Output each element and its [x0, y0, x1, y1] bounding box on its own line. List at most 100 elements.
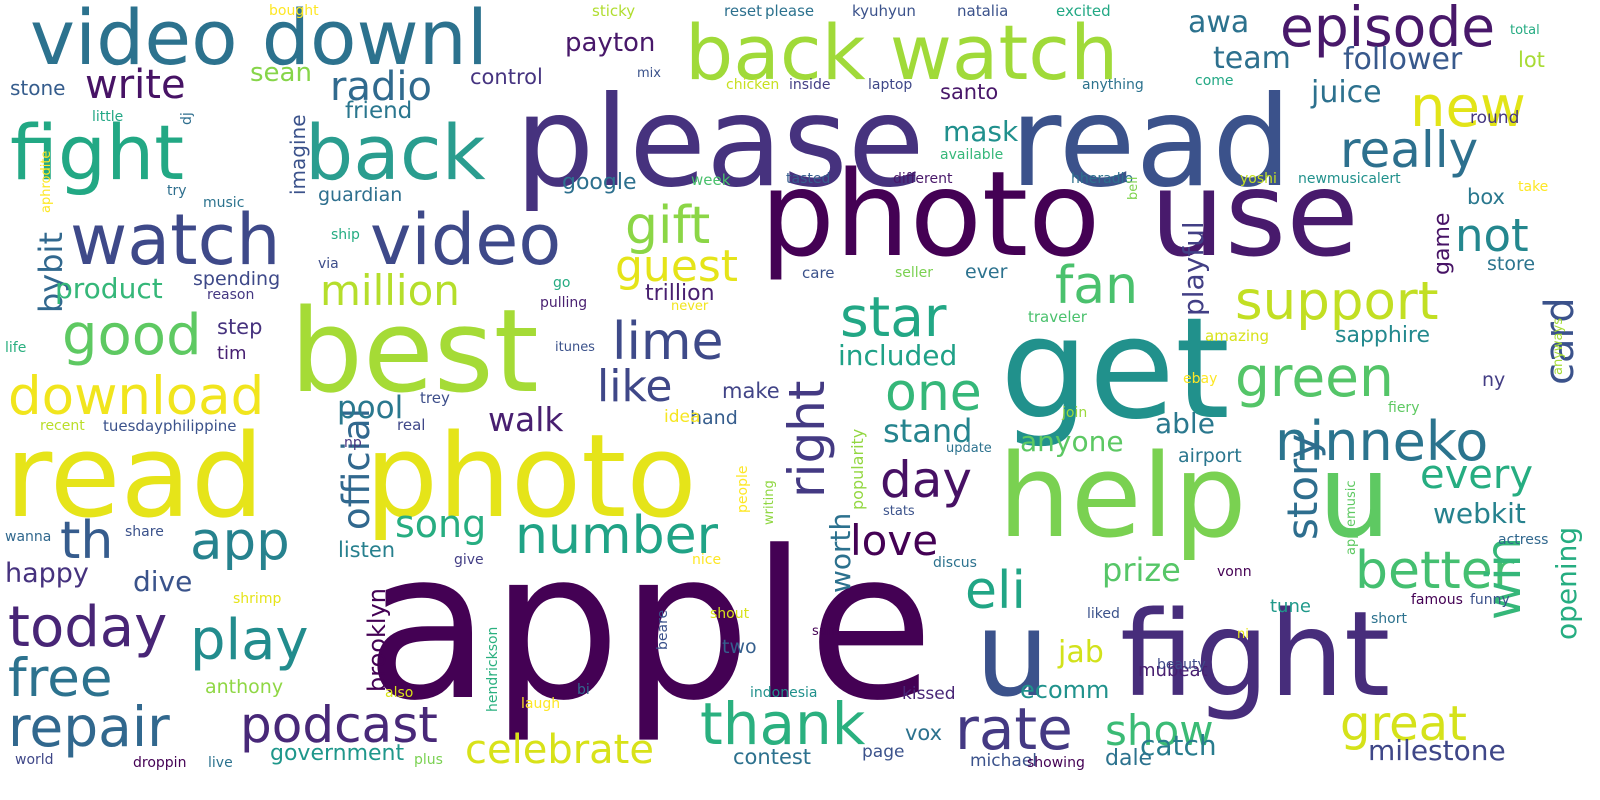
cloud-word: bi — [577, 682, 590, 698]
cloud-word: michael — [970, 751, 1038, 771]
cloud-word: amazing — [1205, 327, 1270, 345]
cloud-word: airport — [1178, 445, 1242, 467]
cloud-word: write — [85, 62, 186, 108]
cloud-word: apple — [365, 508, 934, 746]
cloud-word: reset — [724, 2, 762, 20]
cloud-word: store — [1487, 253, 1536, 275]
cloud-word: like — [597, 361, 673, 412]
cloud-word: music — [203, 195, 245, 211]
cloud-word: week — [691, 171, 731, 189]
cloud-word: dale — [1105, 746, 1153, 771]
cloud-word: team — [1213, 41, 1291, 76]
cloud-word: hheradio — [1071, 171, 1134, 187]
cloud-word: care — [802, 264, 835, 282]
cloud-word: live — [208, 755, 233, 771]
cloud-word: th — [60, 511, 114, 571]
cloud-word: awa — [1188, 5, 1250, 40]
cloud-word: stats — [883, 504, 915, 519]
cloud-word: traveler — [1028, 308, 1087, 326]
cloud-word: world — [15, 752, 54, 768]
cloud-word: nice — [692, 552, 722, 568]
cloud-word: jab — [1058, 635, 1104, 670]
cloud-word: reason — [207, 287, 255, 303]
cloud-word: go — [553, 275, 571, 291]
cloud-word: read — [1010, 70, 1292, 215]
cloud-word: dive — [133, 565, 193, 598]
cloud-word: tasted — [786, 171, 831, 187]
cloud-word: sticky — [592, 2, 636, 20]
cloud-word: control — [470, 65, 543, 89]
cloud-word: lime — [612, 312, 724, 372]
cloud-word: imagine — [286, 114, 310, 195]
cloud-word: share — [125, 524, 164, 540]
cloud-word: two — [722, 636, 757, 658]
cloud-word: tuesdayphilippine — [103, 417, 237, 435]
cloud-word: vox — [905, 721, 943, 745]
cloud-word: google — [562, 170, 637, 195]
cloud-word: trillion — [645, 281, 715, 306]
cloud-word: webkit — [1433, 497, 1526, 530]
cloud-word: read — [5, 410, 264, 544]
cloud-word: laptop — [868, 77, 913, 93]
cloud-word: ni — [1237, 627, 1249, 642]
cloud-word: newmusicalert — [1298, 171, 1401, 187]
cloud-word: yoshi — [1240, 171, 1277, 187]
cloud-word: every — [1420, 452, 1534, 498]
cloud-word: please — [515, 70, 925, 215]
cloud-word: lot — [1518, 48, 1545, 72]
cloud-word: vonn — [1217, 564, 1252, 580]
cloud-word: droppin — [133, 755, 187, 771]
cloud-word: use — [1150, 145, 1359, 283]
cloud-word: come — [1195, 73, 1234, 89]
cloud-word: available — [940, 147, 1004, 163]
cloud-word: opening — [1550, 526, 1583, 640]
cloud-word: fiery — [1388, 400, 1420, 416]
cloud-word: u — [975, 585, 1050, 723]
cloud-word: right — [778, 380, 836, 498]
cloud-word: catch — [1140, 729, 1217, 762]
cloud-word: help — [998, 430, 1247, 564]
cloud-word: app — [190, 511, 290, 572]
cloud-word: repair — [8, 695, 170, 759]
cloud-word: government — [270, 741, 405, 766]
cloud-word: prize — [1102, 551, 1181, 589]
cloud-word: ebay — [1183, 371, 1218, 387]
cloud-word: aphrodite — [39, 150, 54, 213]
cloud-word: pool — [337, 390, 404, 426]
cloud-word: give — [454, 552, 484, 568]
cloud-word: beare — [655, 609, 671, 650]
cloud-word: one — [885, 363, 982, 423]
cloud-word: mubeat — [1138, 660, 1208, 681]
cloud-word: total — [1510, 23, 1540, 38]
cloud-word: shout — [710, 606, 750, 622]
cloud-word: official — [335, 408, 378, 530]
cloud-word: kyuhyun — [852, 2, 916, 20]
cloud-word: eli — [965, 561, 1026, 621]
cloud-word: take — [1518, 179, 1549, 195]
cloud-word: ecomm — [1020, 676, 1110, 704]
cloud-word: chicken — [726, 77, 780, 93]
cloud-word: song — [395, 502, 487, 546]
cloud-word: episode — [1280, 0, 1496, 59]
cloud-word: ship — [331, 227, 360, 243]
cloud-word: thank — [700, 690, 866, 758]
cloud-word: ninneko — [1275, 410, 1489, 473]
cloud-word: follower — [1343, 42, 1463, 77]
cloud-word: not — [1455, 209, 1529, 262]
cloud-word: back — [305, 108, 486, 197]
cloud-word: watch — [70, 199, 281, 281]
cloud-word: make — [722, 379, 780, 403]
cloud-word: contest — [733, 745, 812, 769]
cloud-word: tune — [1270, 596, 1311, 617]
cloud-word: fight — [10, 108, 185, 197]
cloud-word: round — [1470, 108, 1520, 128]
cloud-word: photo — [760, 145, 1101, 283]
cloud-word: friend — [345, 98, 413, 124]
cloud-word: playful — [1177, 221, 1210, 316]
cloud-word: radio — [330, 64, 432, 110]
cloud-word: celebrate — [465, 727, 654, 773]
cloud-word: discus — [933, 555, 977, 571]
cloud-word: ny — [1482, 369, 1506, 391]
cloud-word: million — [320, 266, 460, 315]
